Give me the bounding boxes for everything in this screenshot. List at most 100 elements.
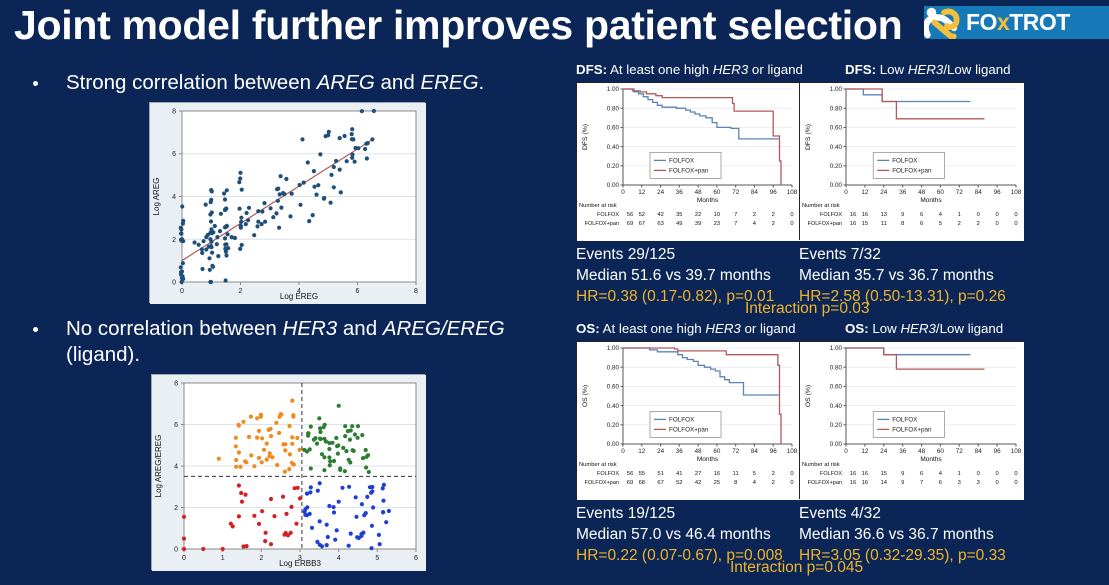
svg-text:55: 55	[639, 471, 645, 477]
svg-text:0: 0	[172, 280, 176, 287]
svg-text:0.80: 0.80	[607, 364, 620, 371]
svg-text:6: 6	[920, 471, 923, 477]
svg-text:12: 12	[638, 448, 646, 455]
svg-text:36: 36	[676, 448, 684, 455]
svg-text:0.40: 0.40	[607, 403, 620, 410]
svg-text:8: 8	[734, 480, 737, 486]
svg-text:6: 6	[920, 212, 923, 218]
svg-text:1.00: 1.00	[830, 86, 843, 93]
svg-text:48: 48	[695, 448, 703, 455]
svg-text:7: 7	[920, 480, 923, 486]
svg-text:108: 108	[787, 448, 798, 455]
svg-text:Months: Months	[920, 197, 942, 204]
svg-text:Log AREG/EREG: Log AREG/EREG	[154, 435, 163, 498]
svg-text:0.20: 0.20	[607, 163, 620, 170]
svg-text:0: 0	[1014, 221, 1017, 227]
svg-text:39: 39	[695, 221, 701, 227]
svg-text:FOLFOX+pan: FOLFOX+pan	[669, 167, 709, 174]
svg-text:0.60: 0.60	[830, 125, 843, 132]
svg-text:0: 0	[1014, 471, 1017, 477]
svg-text:48: 48	[695, 189, 703, 196]
svg-text:2: 2	[958, 221, 961, 227]
svg-text:6: 6	[172, 151, 176, 158]
svg-text:35: 35	[676, 212, 682, 218]
svg-text:Number at risk: Number at risk	[579, 203, 617, 209]
svg-text:108: 108	[1011, 448, 1022, 455]
svg-text:16: 16	[862, 212, 868, 218]
svg-text:5: 5	[753, 471, 756, 477]
svg-text:63: 63	[657, 221, 663, 227]
svg-text:11: 11	[881, 221, 887, 227]
svg-text:5: 5	[375, 555, 379, 562]
svg-text:FOLFOX+pan: FOLFOX+pan	[808, 480, 842, 486]
svg-text:3: 3	[958, 480, 961, 486]
svg-text:25: 25	[714, 480, 720, 486]
svg-text:2: 2	[772, 471, 775, 477]
svg-text:FOLFOX: FOLFOX	[892, 157, 918, 164]
svg-text:0.00: 0.00	[830, 182, 843, 189]
svg-text:36: 36	[899, 448, 907, 455]
svg-text:FOLFOX+pan: FOLFOX+pan	[892, 167, 932, 174]
svg-text:9: 9	[901, 212, 904, 218]
svg-text:3: 3	[977, 480, 980, 486]
svg-text:16: 16	[850, 480, 856, 486]
svg-text:84: 84	[751, 189, 759, 196]
svg-text:FOLFOX: FOLFOX	[669, 416, 695, 423]
svg-text:7: 7	[734, 212, 737, 218]
svg-text:16: 16	[862, 480, 868, 486]
svg-text:Months: Months	[920, 456, 942, 463]
svg-text:0.80: 0.80	[607, 105, 620, 112]
svg-text:60: 60	[713, 189, 721, 196]
svg-text:8: 8	[414, 288, 418, 295]
svg-text:16: 16	[850, 221, 856, 227]
svg-text:49: 49	[676, 221, 682, 227]
svg-text:24: 24	[657, 448, 665, 455]
svg-text:6: 6	[939, 480, 942, 486]
svg-text:5: 5	[939, 221, 942, 227]
svg-text:0: 0	[1014, 480, 1017, 486]
svg-text:9: 9	[901, 480, 904, 486]
svg-text:FOLFOX: FOLFOX	[820, 212, 842, 218]
svg-text:22: 22	[695, 212, 701, 218]
svg-text:0.60: 0.60	[607, 125, 620, 132]
svg-text:FOLFOX: FOLFOX	[669, 157, 695, 164]
svg-text:0: 0	[1014, 212, 1017, 218]
svg-text:48: 48	[918, 448, 926, 455]
svg-text:84: 84	[975, 189, 983, 196]
svg-text:12: 12	[638, 189, 646, 196]
svg-text:10: 10	[714, 212, 720, 218]
svg-text:0.80: 0.80	[830, 364, 843, 371]
svg-text:72: 72	[956, 189, 964, 196]
svg-text:1.00: 1.00	[607, 345, 620, 352]
svg-text:7: 7	[734, 221, 737, 227]
svg-text:8: 8	[901, 221, 904, 227]
svg-text:0: 0	[995, 471, 998, 477]
svg-text:23: 23	[714, 221, 720, 227]
svg-text:67: 67	[657, 480, 663, 486]
svg-text:0.80: 0.80	[830, 105, 843, 112]
svg-text:108: 108	[1011, 189, 1022, 196]
svg-text:14: 14	[881, 480, 888, 486]
svg-text:84: 84	[751, 448, 759, 455]
svg-text:Months: Months	[697, 197, 719, 204]
svg-text:15: 15	[881, 471, 887, 477]
svg-text:0: 0	[180, 288, 184, 295]
svg-text:68: 68	[639, 480, 645, 486]
svg-text:60: 60	[937, 189, 945, 196]
svg-text:36: 36	[899, 189, 907, 196]
svg-text:11: 11	[733, 471, 739, 477]
svg-text:69: 69	[627, 480, 633, 486]
svg-text:FOLFOX+pan: FOLFOX+pan	[585, 221, 619, 227]
svg-text:72: 72	[956, 448, 964, 455]
svg-text:Number at risk: Number at risk	[802, 203, 840, 209]
svg-text:15: 15	[862, 221, 868, 227]
svg-text:2: 2	[753, 212, 756, 218]
svg-text:DFS (%): DFS (%)	[582, 124, 589, 150]
svg-text:96: 96	[994, 189, 1002, 196]
svg-text:0: 0	[174, 547, 178, 554]
svg-text:72: 72	[732, 189, 740, 196]
svg-text:1: 1	[958, 471, 961, 477]
svg-text:56: 56	[627, 212, 633, 218]
svg-text:Months: Months	[697, 456, 719, 463]
svg-text:2: 2	[977, 221, 980, 227]
